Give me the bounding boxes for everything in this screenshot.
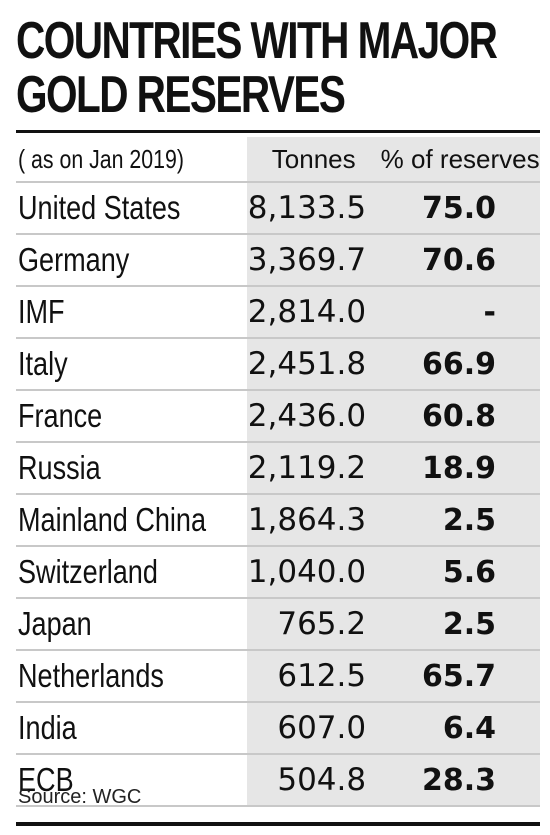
date-label: ( as on Jan 2019) xyxy=(16,137,248,183)
table-row: Germany 3,369.7 70.6 xyxy=(16,235,540,287)
tonnes-value: 504.8 xyxy=(247,755,381,807)
tonnes-value: 2,119.2 xyxy=(247,443,381,495)
country-name: Netherlands xyxy=(16,651,248,703)
table-row: ECB 504.8 28.3 xyxy=(16,755,540,807)
pct-of-reserves-value: 66.9 xyxy=(380,339,540,391)
country-name: Switzerland xyxy=(16,547,248,599)
top-rule xyxy=(16,130,540,133)
country-name: Germany xyxy=(16,235,248,287)
tonnes-value: 1,040.0 xyxy=(247,547,381,599)
pct-of-reserves-value: 5.6 xyxy=(380,547,540,599)
chart-title-line-2: GOLD RESERVES xyxy=(16,66,346,124)
pct-of-reserves-value: - xyxy=(380,287,540,339)
tonnes-value: 3,369.7 xyxy=(247,235,381,287)
pct-of-reserves-value: 28.3 xyxy=(380,755,540,807)
table-row: Mainland China 1,864.3 2.5 xyxy=(16,495,540,547)
table-row: Italy 2,451.8 66.9 xyxy=(16,339,540,391)
country-name: United States xyxy=(16,183,248,235)
table-row: IMF 2,814.0- xyxy=(16,287,540,339)
pct-of-reserves-value: 70.6 xyxy=(380,235,540,287)
table-header-row: ( as on Jan 2019) Tonnes % of reserves xyxy=(16,137,540,183)
tonnes-value: 8,133.5 xyxy=(247,183,381,235)
country-name: IMF xyxy=(16,287,248,339)
country-name: France xyxy=(16,391,248,443)
table-row: United States 8,133.5 75.0 xyxy=(16,183,540,235)
country-name: ECB xyxy=(16,755,248,807)
table-row: Netherlands 612.5 65.7 xyxy=(16,651,540,703)
gold-reserves-table: ( as on Jan 2019) Tonnes % of reserves U… xyxy=(16,137,540,807)
pct-of-reserves-value: 65.7 xyxy=(380,651,540,703)
country-name: Mainland China xyxy=(16,495,248,547)
table-row: France 2,436.0 60.8 xyxy=(16,391,540,443)
country-name: Russia xyxy=(16,443,248,495)
tonnes-value: 612.5 xyxy=(247,651,381,703)
tonnes-value: 2,451.8 xyxy=(247,339,381,391)
country-name: Japan xyxy=(16,599,248,651)
table-row: Japan 765.2 2.5 xyxy=(16,599,540,651)
source-note: Source: WGC xyxy=(18,786,142,808)
tonnes-value: 1,864.3 xyxy=(247,495,381,547)
pct-of-reserves-value: 75.0 xyxy=(380,183,540,235)
pct-of-reserves-value: 60.8 xyxy=(380,391,540,443)
country-name: Italy xyxy=(16,339,248,391)
country-name: India xyxy=(16,703,248,755)
tonnes-value: 765.2 xyxy=(247,599,381,651)
column-header-pct: % of reserves xyxy=(380,137,540,183)
tonnes-value: 2,436.0 xyxy=(247,391,381,443)
pct-of-reserves-value: 6.4 xyxy=(380,703,540,755)
table-body: United States 8,133.5 75.0 Germany 3,369.7 70… xyxy=(16,183,540,807)
chart-title-line-1: COUNTRIES WITH MAJOR xyxy=(16,12,498,70)
pct-of-reserves-value: 2.5 xyxy=(380,599,540,651)
pct-of-reserves-value: 2.5 xyxy=(380,495,540,547)
column-header-tonnes: Tonnes xyxy=(247,137,381,183)
table-row: Switzerland 1,040.0 5.6 xyxy=(16,547,540,599)
bottom-rule xyxy=(16,822,540,826)
table-row: Russia 2,119.2 18.9 xyxy=(16,443,540,495)
table-row: India 607.0 6.4 xyxy=(16,703,540,755)
tonnes-value: 607.0 xyxy=(247,703,381,755)
tonnes-value: 2,814.0 xyxy=(247,287,381,339)
chart-title: COUNTRIES WITH MAJOR GOLD RESERVES xyxy=(16,12,498,124)
pct-of-reserves-value: 18.9 xyxy=(380,443,540,495)
